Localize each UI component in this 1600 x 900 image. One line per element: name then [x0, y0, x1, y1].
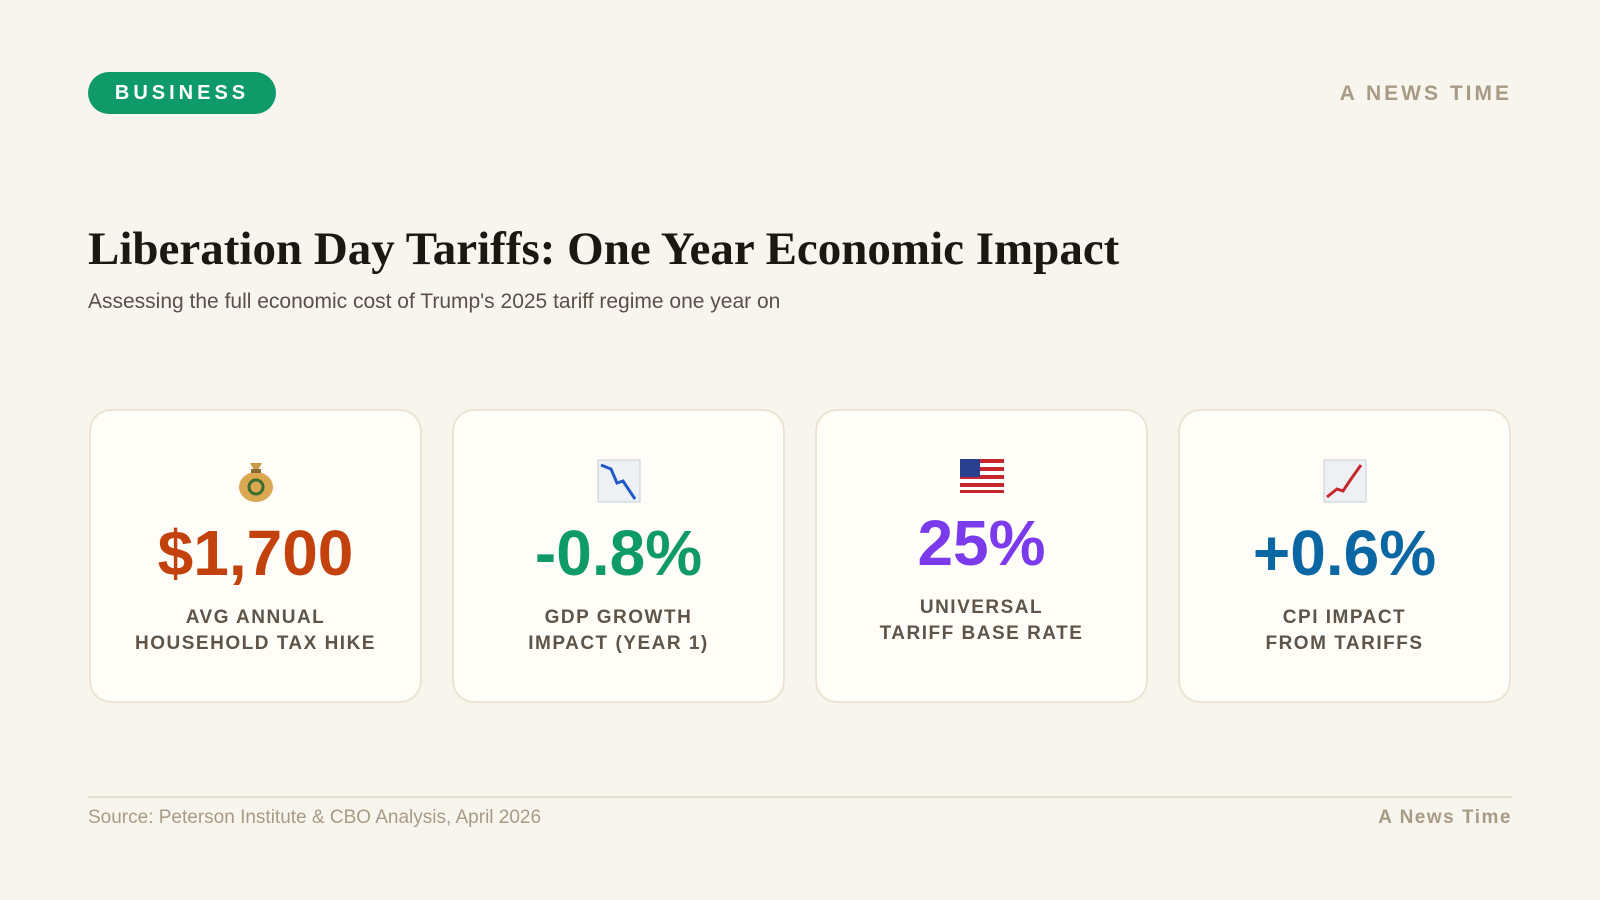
stat-value: $1,700 [157, 517, 354, 589]
label-line: GDP GROWTH [544, 607, 693, 628]
brand: A NEWS TIME [1339, 82, 1512, 105]
label-line: TARIFF BASE RATE [879, 623, 1084, 644]
stat-label: GDP GROWTH IMPACT (YEAR 1) [528, 605, 708, 657]
label-line: FROM TARIFFS [1265, 633, 1424, 654]
flag-icon [959, 459, 1004, 493]
stat-label: UNIVERSAL TARIFF BASE RATE [880, 595, 1084, 647]
chart-up-icon [1323, 459, 1366, 503]
stat-card: 25% UNIVERSAL TARIFF BASE RATE [815, 409, 1148, 703]
stat-card: -0.8% GDP GROWTH IMPACT (YEAR 1) [452, 409, 785, 703]
label-line: AVG ANNUAL [185, 607, 326, 628]
footer-rule [88, 796, 1512, 798]
stat-card: $1,700 AVG ANNUAL HOUSEHOLD TAX HIKE [89, 409, 422, 703]
title: Liberation Day Tariffs: One Year Economi… [88, 223, 1120, 275]
stat-label: CPI IMPACT FROM TARIFFS [1265, 605, 1423, 657]
label-line: IMPACT (YEAR 1) [528, 633, 709, 654]
money-bag-icon [238, 463, 273, 502]
footer-brand: A News Time [1378, 807, 1512, 828]
stat-card: +0.6% CPI IMPACT FROM TARIFFS [1178, 409, 1511, 703]
label-line: CPI IMPACT [1282, 607, 1407, 628]
stat-cards: $1,700 AVG ANNUAL HOUSEHOLD TAX HIKE -0.8… [89, 409, 1511, 703]
category-badge: BUSINESS [88, 72, 276, 114]
chart-down-icon [597, 459, 640, 503]
stat-value: 25% [917, 507, 1046, 579]
label-line: HOUSEHOLD TAX HIKE [135, 633, 376, 654]
stat-value: +0.6% [1252, 517, 1437, 589]
subtitle: Assessing the full economic cost of Trum… [88, 290, 781, 313]
source: Source: Peterson Institute & CBO Analysi… [88, 807, 542, 828]
stat-label: AVG ANNUAL HOUSEHOLD TAX HIKE [135, 605, 376, 657]
label-line: UNIVERSAL [919, 597, 1044, 618]
stat-value: -0.8% [534, 517, 703, 589]
